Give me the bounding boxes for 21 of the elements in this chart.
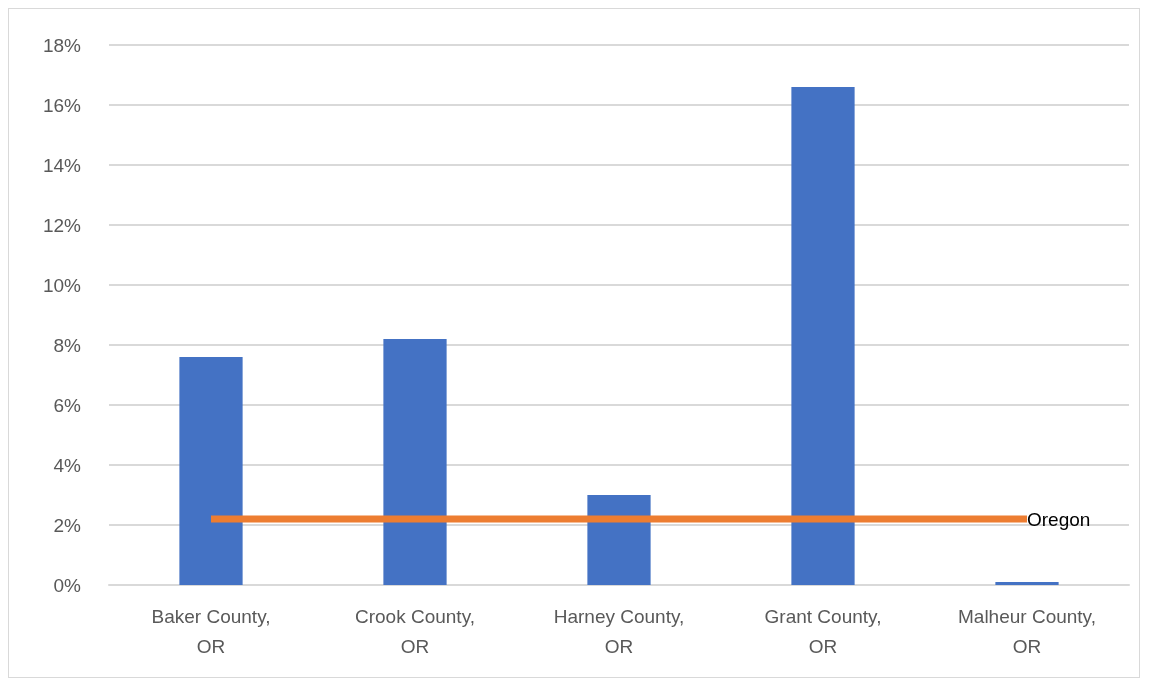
y-tick-label: 6% — [53, 394, 82, 416]
bar — [995, 582, 1059, 585]
x-tick-label: Harney County, OR — [553, 605, 685, 657]
y-tick-label: 10% — [42, 274, 82, 296]
y-tick-label: 4% — [53, 454, 82, 476]
bar — [383, 339, 447, 585]
y-tick-label: 14% — [42, 154, 82, 176]
bar — [791, 87, 855, 585]
bar — [587, 495, 651, 585]
x-tick-label: Crook County, OR — [354, 605, 476, 657]
y-tick-label: 12% — [42, 214, 82, 236]
series-label: Oregon — [1027, 508, 1091, 530]
x-tick-label: Grant County, OR — [764, 605, 882, 657]
y-tick-label: 0% — [53, 574, 82, 596]
y-tick-label: 16% — [42, 94, 82, 116]
bar — [179, 357, 243, 585]
x-tick-label: Malheur County, OR — [958, 605, 1096, 657]
x-tick-label: Baker County, OR — [151, 605, 271, 657]
y-tick-label: 2% — [53, 514, 82, 536]
y-tick-label: 8% — [53, 334, 82, 356]
y-tick-label: 18% — [42, 34, 82, 56]
